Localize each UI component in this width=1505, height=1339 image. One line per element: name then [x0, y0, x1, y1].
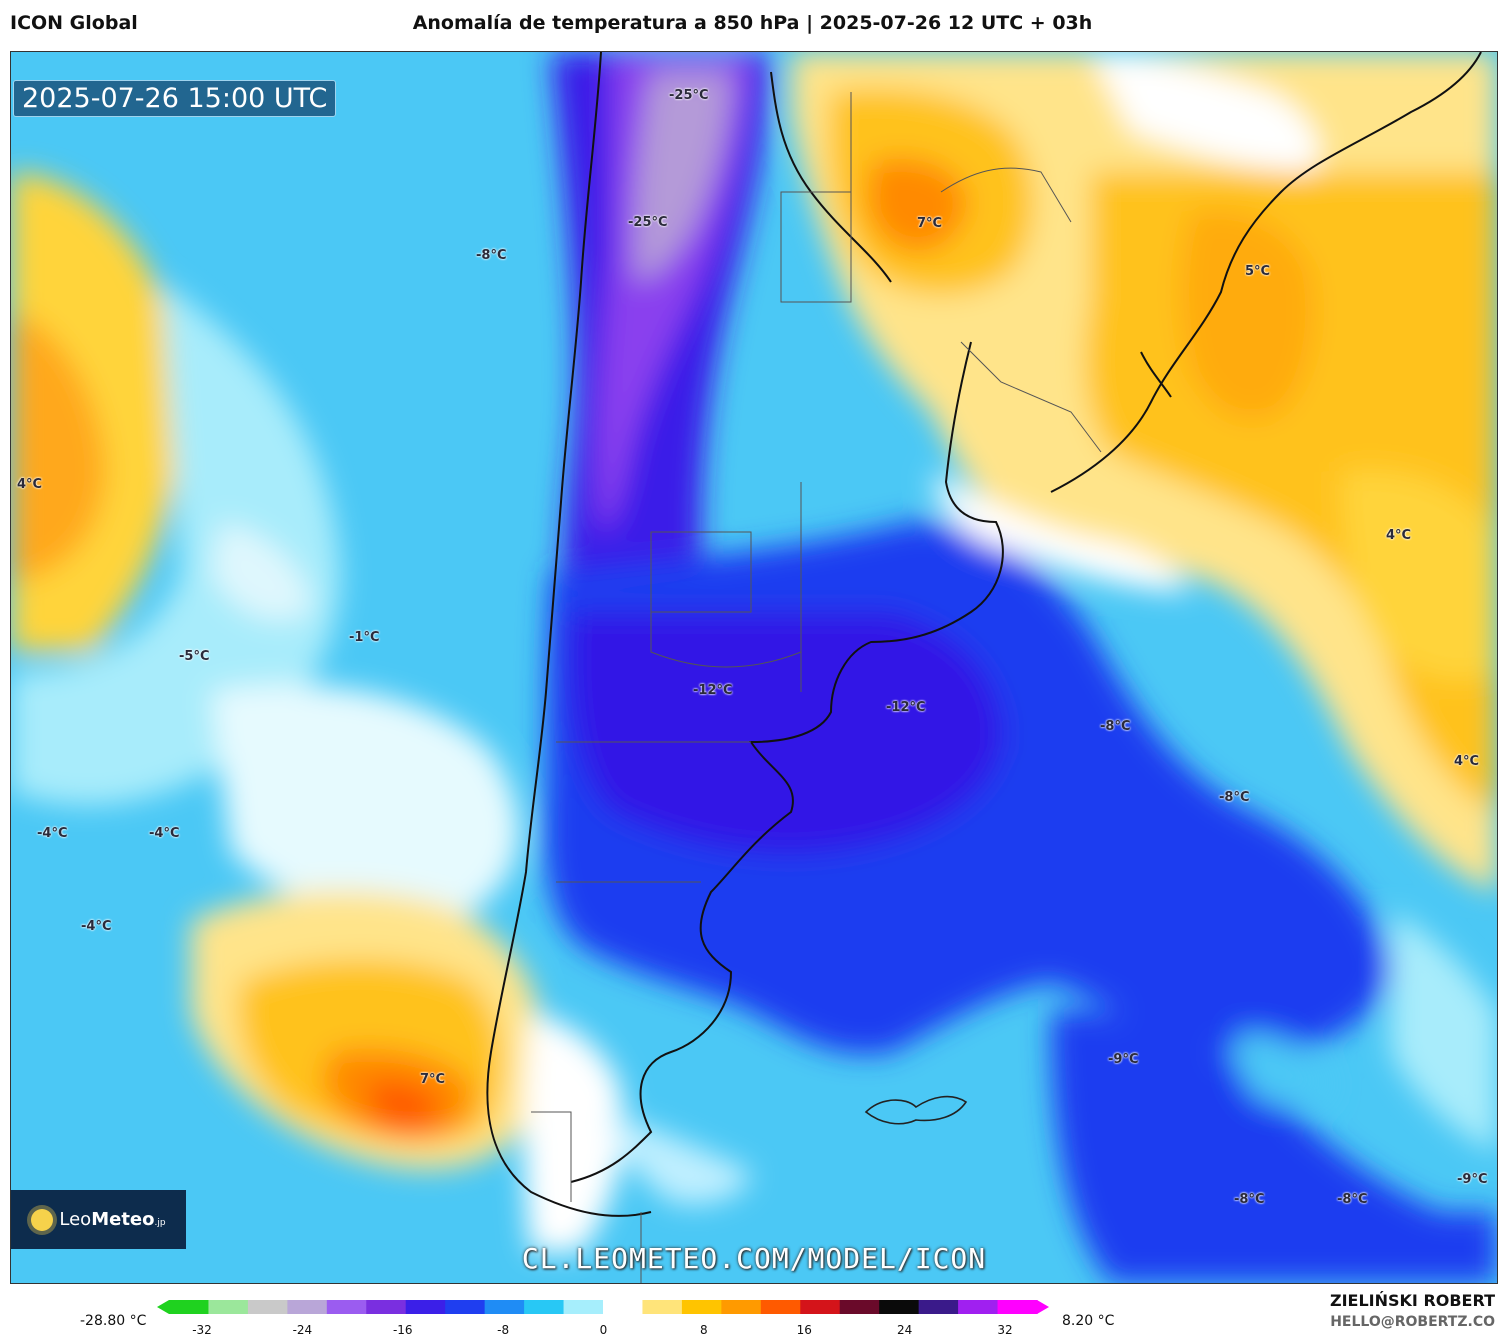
- contour-label: -5°C: [179, 649, 210, 664]
- colorbar-swatch: [208, 1300, 249, 1314]
- contour-label: -12°C: [886, 700, 926, 715]
- contour-label: -1°C: [349, 630, 380, 645]
- colorbar-swatch: [524, 1300, 565, 1314]
- colorbar-swatch: [681, 1300, 722, 1314]
- watermark-url: CL.LEOMETEO.COM/MODEL/ICON: [521, 1242, 987, 1275]
- colorbar-tick-label: -32: [192, 1323, 212, 1337]
- colorbar-swatch: [287, 1300, 328, 1314]
- contour-label: -12°C: [693, 683, 733, 698]
- colorbar-swatch: [721, 1300, 762, 1314]
- contour-label: -8°C: [1100, 719, 1131, 734]
- author-name: ZIELIŃSKI ROBERT: [1329, 1291, 1495, 1310]
- colorbar-tick-label: 24: [896, 1323, 913, 1337]
- colorbar-swatch: [366, 1300, 407, 1314]
- colorbar-swatch: [169, 1300, 210, 1314]
- timestamp-label: 2025-07-26 15:00 UTC: [13, 80, 337, 117]
- colorbar-ticks: -32 -24 -16 -8 0 8 16 24 32: [157, 1323, 1049, 1339]
- chart-title: Anomalía de temperatura a 850 hPa | 2025…: [412, 12, 1093, 34]
- colorbar-swatch: [247, 1300, 288, 1314]
- leometeo-logo[interactable]: LeoMeteo.jp: [11, 1190, 186, 1249]
- colorbar-swatch: [405, 1300, 446, 1314]
- colorbar-tick-label: 32: [997, 1323, 1013, 1337]
- colorbar-min-label: -28.80 °C: [80, 1313, 147, 1329]
- admin-borders: [531, 92, 1102, 1283]
- colorbar-tick-label: -24: [292, 1323, 313, 1337]
- contour-label: -4°C: [149, 826, 180, 841]
- colorbar: [157, 1300, 1049, 1314]
- colorbar-swatch: [563, 1300, 604, 1314]
- colorbar-swatch: [760, 1300, 801, 1314]
- colorbar-max-label: 8.20 °C: [1062, 1313, 1115, 1329]
- contour-label: -8°C: [1234, 1192, 1265, 1207]
- contour-label: -25°C: [669, 88, 709, 103]
- colorbar-swatch: [879, 1300, 920, 1314]
- colorbar-swatch: [997, 1300, 1038, 1314]
- contour-label: -25°C: [628, 215, 668, 230]
- colorbar-tick-label: -16: [392, 1323, 413, 1337]
- contour-label: 7°C: [420, 1072, 446, 1087]
- contour-label: 4°C: [1454, 754, 1480, 769]
- contour-label: -9°C: [1108, 1052, 1139, 1067]
- colorbar-tick-label: -8: [497, 1323, 510, 1337]
- islands: [864, 1095, 968, 1125]
- contour-label: -9°C: [1457, 1172, 1488, 1187]
- colorbar-swatch: [642, 1300, 683, 1314]
- colorbar-swatch: [958, 1300, 999, 1314]
- colorbar-swatch: [800, 1300, 841, 1314]
- contour-label: 5°C: [1245, 264, 1271, 279]
- colorbar-min-arrow: [157, 1300, 169, 1314]
- colorbar-tick-label: 16: [796, 1323, 812, 1337]
- colorbar-swatch: [918, 1300, 959, 1314]
- contour-label: 4°C: [17, 477, 43, 492]
- author-email[interactable]: HELLO@ROBERTZ.CO: [1330, 1314, 1495, 1330]
- contour-label: -4°C: [81, 919, 112, 934]
- colorbar-max-arrow: [1037, 1300, 1049, 1314]
- model-name: ICON Global: [10, 12, 138, 34]
- colorbar-tick-label: 0: [599, 1323, 608, 1337]
- contour-label: -8°C: [1337, 1192, 1368, 1207]
- colorbar-swatch: [484, 1300, 525, 1314]
- contour-label: -4°C: [37, 826, 68, 841]
- map-canvas: [11, 52, 1497, 1283]
- colorbar-tick-label: 8: [700, 1323, 708, 1337]
- logo-text: LeoMeteo.jp: [59, 1209, 166, 1230]
- colorbar-swatch: [603, 1300, 644, 1314]
- temperature-anomaly-map[interactable]: 2025-07-26 15:00 UTC -25°C -25°C -8°C 7°…: [10, 51, 1498, 1284]
- contour-label: 7°C: [917, 216, 943, 231]
- contour-label: -8°C: [476, 248, 507, 263]
- colorbar-swatch: [326, 1300, 367, 1314]
- colorbar-swatch: [839, 1300, 880, 1314]
- contour-label: 4°C: [1386, 528, 1412, 543]
- colorbar-swatch: [445, 1300, 486, 1314]
- sun-icon: [31, 1208, 54, 1231]
- contour-label: -8°C: [1219, 790, 1250, 805]
